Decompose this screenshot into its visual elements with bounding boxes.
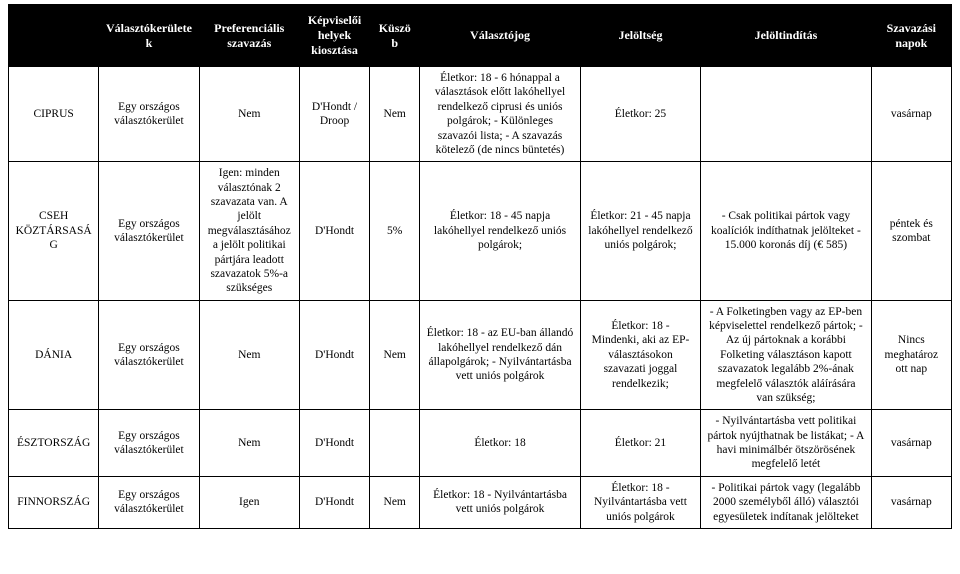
col-districts: Választókerületek	[99, 5, 199, 67]
cell-suffrage: Életkor: 18 - 6 hónappal a választások e…	[420, 67, 581, 162]
cell-voting-days: Nincs meghatároz ott nap	[871, 300, 951, 410]
col-preferential: Preferenciális szavazás	[199, 5, 299, 67]
cell-threshold	[370, 410, 420, 477]
cell-allocation: D'Hondt / Droop	[299, 67, 369, 162]
col-suffrage: Választójog	[420, 5, 581, 67]
cell-districts: Egy országos választókerület	[99, 67, 199, 162]
header-row: Választókerületek Preferenciális szavazá…	[9, 5, 952, 67]
cell-voting-days: vasárnap	[871, 476, 951, 528]
table-row: CIPRUS Egy országos választókerület Nem …	[9, 67, 952, 162]
cell-suffrage: Életkor: 18 - Nyilvántartásba vett uniós…	[420, 476, 581, 528]
cell-suffrage: Életkor: 18 - 45 napja lakóhellyel rende…	[420, 162, 581, 300]
cell-threshold: Nem	[370, 476, 420, 528]
cell-suffrage: Életkor: 18	[420, 410, 581, 477]
cell-country: CIPRUS	[9, 67, 99, 162]
cell-nomination: - A Folketingben vagy az EP-ben képvisel…	[701, 300, 872, 410]
col-nomination: Jelöltindítás	[701, 5, 872, 67]
table-head: Választókerületek Preferenciális szavazá…	[9, 5, 952, 67]
cell-threshold: 5%	[370, 162, 420, 300]
cell-threshold: Nem	[370, 67, 420, 162]
cell-candidacy: Életkor: 18 - Mindenki, aki az EP-válasz…	[580, 300, 700, 410]
table-row: FINNORSZÁG Egy országos választókerület …	[9, 476, 952, 528]
cell-preferential: Nem	[199, 300, 299, 410]
cell-candidacy: Életkor: 21	[580, 410, 700, 477]
cell-allocation: D'Hondt	[299, 300, 369, 410]
col-candidacy: Jelöltség	[580, 5, 700, 67]
cell-nomination	[701, 67, 872, 162]
table-row: CSEH KÖZTÁRSASÁG Egy országos választóke…	[9, 162, 952, 300]
cell-nomination: - Csak politikai pártok vagy koalíciók i…	[701, 162, 872, 300]
cell-country: CSEH KÖZTÁRSASÁG	[9, 162, 99, 300]
cell-districts: Egy országos választókerület	[99, 476, 199, 528]
col-voting-days: Szavazási napok	[871, 5, 951, 67]
table-body: CIPRUS Egy országos választókerület Nem …	[9, 67, 952, 529]
cell-country: DÁNIA	[9, 300, 99, 410]
col-allocation: Képviselői helyek kiosztása	[299, 5, 369, 67]
table-row: ÉSZTORSZÁG Egy országos választókerület …	[9, 410, 952, 477]
cell-preferential: Igen: minden választónak 2 szavazata van…	[199, 162, 299, 300]
page-root: Választókerületek Preferenciális szavazá…	[0, 0, 960, 574]
cell-country: ÉSZTORSZÁG	[9, 410, 99, 477]
cell-candidacy: Életkor: 18 - Nyilvántartásba vett uniós…	[580, 476, 700, 528]
cell-suffrage: Életkor: 18 - az EU-ban állandó lakóhell…	[420, 300, 581, 410]
cell-voting-days: vasárnap	[871, 67, 951, 162]
cell-preferential: Nem	[199, 410, 299, 477]
cell-districts: Egy országos választókerület	[99, 410, 199, 477]
table-row: DÁNIA Egy országos választókerület Nem D…	[9, 300, 952, 410]
cell-allocation: D'Hondt	[299, 410, 369, 477]
cell-nomination: - Nyilvántartásba vett politikai pártok …	[701, 410, 872, 477]
eu-elections-table: Választókerületek Preferenciális szavazá…	[8, 4, 952, 529]
cell-candidacy: Életkor: 21 - 45 napja lakóhellyel rende…	[580, 162, 700, 300]
cell-threshold: Nem	[370, 300, 420, 410]
cell-nomination: - Politikai pártok vagy (legalább 2000 s…	[701, 476, 872, 528]
col-country	[9, 5, 99, 67]
cell-voting-days: vasárnap	[871, 410, 951, 477]
cell-allocation: D'Hondt	[299, 476, 369, 528]
col-threshold: Küszöb	[370, 5, 420, 67]
cell-candidacy: Életkor: 25	[580, 67, 700, 162]
cell-voting-days: péntek és szombat	[871, 162, 951, 300]
cell-districts: Egy országos választókerület	[99, 300, 199, 410]
cell-districts: Egy országos választókerület	[99, 162, 199, 300]
cell-country: FINNORSZÁG	[9, 476, 99, 528]
cell-preferential: Nem	[199, 67, 299, 162]
cell-preferential: Igen	[199, 476, 299, 528]
cell-allocation: D'Hondt	[299, 162, 369, 300]
